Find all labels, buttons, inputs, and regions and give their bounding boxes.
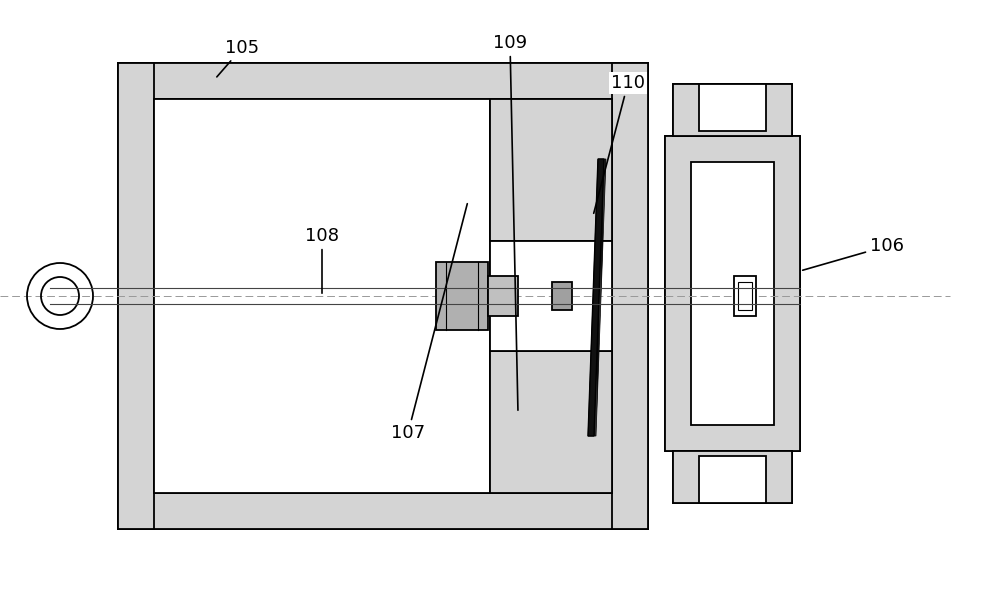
- Bar: [118, 63, 154, 529]
- Bar: [488, 276, 518, 316]
- Bar: [612, 63, 648, 529]
- Bar: [673, 451, 792, 503]
- Bar: [154, 99, 612, 493]
- Bar: [154, 99, 490, 493]
- Polygon shape: [588, 159, 604, 436]
- Bar: [665, 136, 800, 451]
- Bar: [738, 282, 752, 310]
- Bar: [118, 493, 648, 529]
- Bar: [118, 63, 154, 529]
- Polygon shape: [588, 159, 606, 436]
- Bar: [673, 451, 792, 503]
- Bar: [673, 84, 792, 136]
- Bar: [699, 456, 766, 503]
- Text: 110: 110: [594, 74, 645, 213]
- Bar: [699, 84, 766, 131]
- Bar: [490, 351, 612, 493]
- Bar: [673, 84, 792, 136]
- Bar: [118, 493, 648, 529]
- Text: 106: 106: [803, 237, 904, 270]
- Bar: [118, 63, 648, 99]
- Bar: [490, 351, 612, 493]
- Bar: [118, 63, 648, 99]
- Bar: [691, 162, 774, 425]
- Bar: [490, 99, 612, 241]
- Text: 108: 108: [305, 227, 339, 293]
- Text: 105: 105: [217, 39, 259, 77]
- Bar: [490, 241, 612, 351]
- Text: 107: 107: [391, 204, 467, 442]
- Bar: [490, 99, 612, 241]
- Bar: [734, 276, 756, 316]
- Bar: [612, 63, 648, 529]
- Bar: [665, 136, 800, 451]
- Text: 109: 109: [493, 34, 527, 410]
- Bar: [436, 262, 488, 330]
- Bar: [552, 282, 572, 310]
